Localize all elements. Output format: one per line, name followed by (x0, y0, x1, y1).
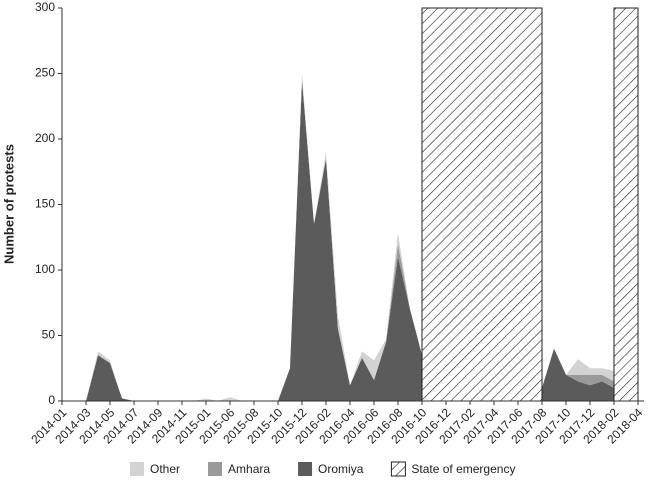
legend-swatch (298, 462, 313, 476)
legend-label: Amhara (228, 462, 270, 476)
y-axis-label: Number of protests (1, 144, 16, 264)
y-tick-label: 0 (48, 393, 55, 407)
area (62, 80, 638, 402)
emergency-region (421, 7, 543, 402)
y-tick-label: 50 (42, 328, 56, 342)
y-tick-label: 150 (35, 197, 55, 211)
y-tick-label: 100 (35, 262, 55, 276)
legend-swatch (130, 462, 144, 476)
y-tick-label: 250 (35, 66, 55, 80)
legend-label: Other (150, 462, 180, 476)
area (62, 80, 638, 402)
legend-swatch (390, 461, 406, 477)
y-tick-label: 200 (35, 131, 55, 145)
legend-label: Oromiya (318, 462, 364, 476)
emergency-region (613, 7, 639, 402)
area (62, 73, 638, 401)
y-tick-label: 300 (35, 0, 55, 14)
legend-swatch (208, 462, 223, 476)
legend-label: State of emergency (411, 462, 515, 476)
